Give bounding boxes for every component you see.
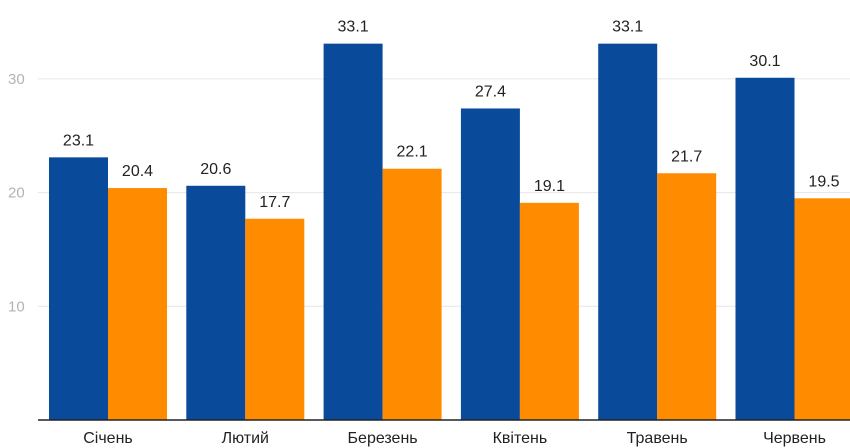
data-label: 19.1: [534, 178, 565, 195]
data-label: 19.5: [808, 173, 839, 190]
data-label: 22.1: [397, 144, 428, 161]
data-label: 20.6: [200, 161, 231, 178]
bar-series-2: [519, 202, 579, 420]
bar-series-1: [735, 77, 795, 420]
y-axis-tick-labels: 10 20 30: [8, 71, 25, 315]
x-category-label: Січень: [83, 430, 133, 447]
data-label: 20.4: [122, 163, 153, 180]
bar-series-2: [657, 173, 717, 420]
bar-series-2: [245, 218, 305, 420]
data-label: 27.4: [475, 83, 506, 100]
bar-series-1: [186, 185, 246, 420]
x-category-label: Червень: [763, 430, 826, 447]
x-category-label: Травень: [627, 430, 688, 447]
bars: [49, 43, 850, 420]
x-category-label: Квітень: [493, 430, 548, 447]
data-label: 17.7: [259, 194, 290, 211]
bar-series-2: [382, 168, 442, 420]
x-category-label: Лютий: [222, 430, 269, 447]
x-axis-category-labels: Січень Лютий Березень Квітень Травень Червень: [83, 430, 826, 447]
bar-series-2: [108, 188, 167, 420]
bar-series-2: [794, 198, 850, 420]
data-label: 33.1: [338, 19, 369, 36]
data-label: 23.1: [63, 132, 94, 149]
y-tick-label: 20: [8, 185, 25, 202]
data-label: 33.1: [612, 19, 643, 36]
bar-series-1: [49, 157, 108, 420]
data-labels: 23.1 20.4 20.6 17.7 33.1 22.1 27.4 19.1 33.1 21.7…: [63, 19, 840, 211]
y-tick-label: 10: [8, 298, 25, 315]
data-label: 30.1: [749, 53, 780, 70]
bar-series-1: [460, 108, 520, 420]
x-category-label: Березень: [348, 430, 418, 447]
bar-series-1: [598, 43, 658, 420]
y-tick-label: 30: [8, 71, 25, 88]
bar-series-1: [323, 43, 383, 420]
data-label: 21.7: [671, 148, 702, 165]
